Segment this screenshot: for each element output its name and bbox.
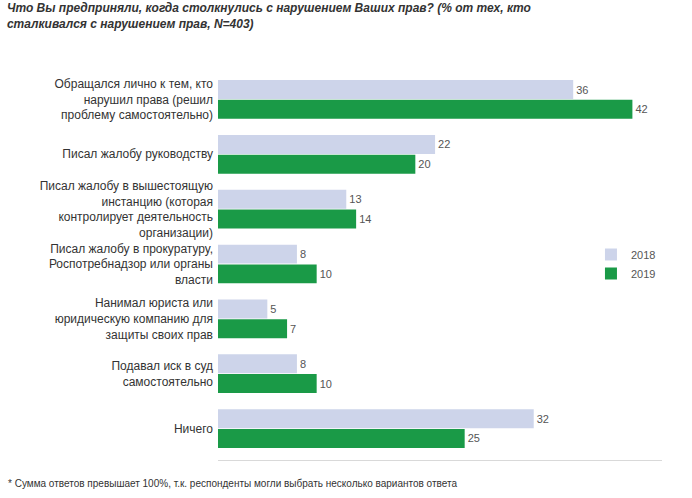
svg-text:Писал жалобу в прокуратуру,Рос: Писал жалобу в прокуратуру,Роспотребнадз… — [49, 242, 213, 287]
svg-text:13: 13 — [349, 193, 361, 205]
svg-text:8: 8 — [300, 358, 306, 370]
svg-text:10: 10 — [320, 378, 332, 390]
svg-text:10: 10 — [320, 268, 332, 280]
svg-text:32: 32 — [537, 413, 549, 425]
svg-text:5: 5 — [270, 303, 276, 315]
svg-text:Нанимал юриста илиюридическую: Нанимал юриста илиюридическую компанию д… — [55, 296, 213, 341]
svg-text:Ничего: Ничего — [174, 422, 213, 436]
svg-text:2018: 2018 — [631, 249, 655, 261]
svg-text:7: 7 — [290, 323, 296, 335]
svg-text:Писал жалобу в вышестоящуюинст: Писал жалобу в вышестоящуюинстанцию (кот… — [40, 179, 213, 240]
svg-text:42: 42 — [635, 103, 647, 115]
svg-text:36: 36 — [576, 84, 588, 96]
svg-text:20: 20 — [418, 158, 430, 170]
svg-text:Писал жалобу руководству: Писал жалобу руководству — [62, 147, 213, 161]
svg-text:25: 25 — [468, 432, 480, 444]
svg-text:Подавал иск в судсамостоятельн: Подавал иск в судсамостоятельно — [111, 359, 213, 389]
svg-text:2019: 2019 — [631, 268, 655, 280]
svg-text:8: 8 — [300, 248, 306, 260]
svg-text:* Сумма ответов превышает 100%: * Сумма ответов превышает 100%, т.к. рес… — [8, 478, 457, 489]
svg-text:22: 22 — [438, 138, 450, 150]
svg-text:Что Вы предприняли, когда стол: Что Вы предприняли, когда столкнулись с … — [7, 1, 531, 31]
svg-text:14: 14 — [359, 213, 371, 225]
svg-text:Обращался лично к тем, ктонару: Обращался лично к тем, ктонарушил права … — [55, 77, 214, 122]
